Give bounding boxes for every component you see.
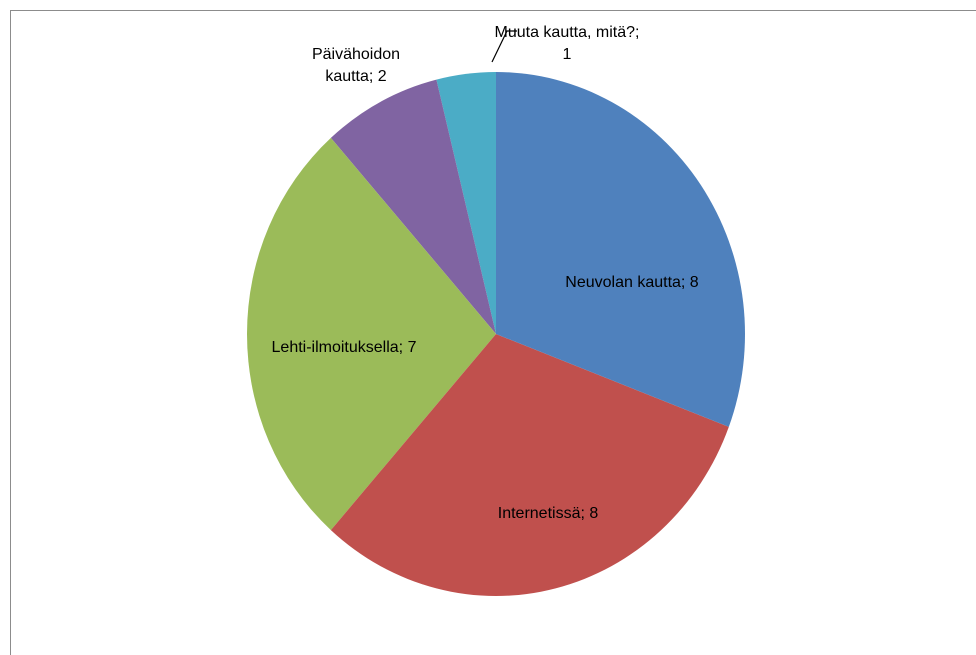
data-label: Lehti-ilmoituksella; 7	[271, 339, 417, 356]
pie-slice	[496, 72, 746, 427]
pie-slice	[436, 72, 496, 334]
leader-line	[491, 30, 517, 63]
data-label: Päivähoidon kautta; 2	[311, 46, 401, 85]
data-label: Muuta kautta, mitä?; 1	[494, 24, 640, 63]
chart-frame	[10, 10, 976, 655]
pie-slice	[330, 334, 729, 596]
data-label: Internetissä; 8	[497, 505, 599, 522]
pie-slice	[246, 137, 496, 531]
pie-slice	[330, 79, 496, 334]
data-label: Neuvolan kautta; 8	[565, 274, 699, 291]
